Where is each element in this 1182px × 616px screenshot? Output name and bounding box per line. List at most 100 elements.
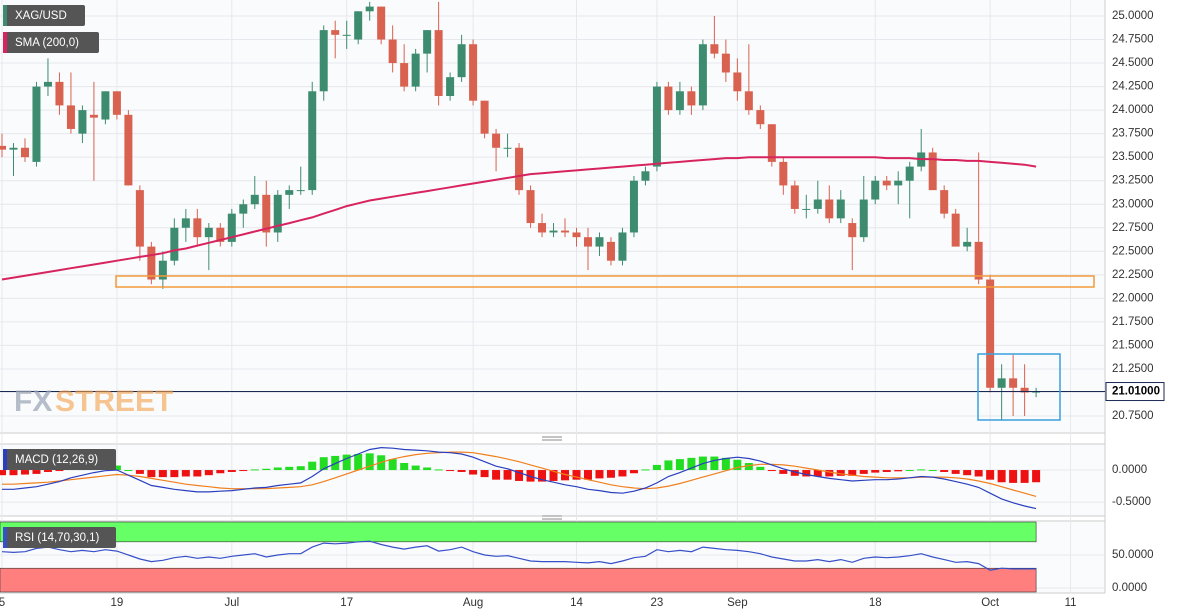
- candle-body: [181, 218, 190, 228]
- candle-body: [55, 81, 64, 106]
- candle-body: [974, 241, 983, 280]
- macd-histogram-bar: [273, 467, 282, 471]
- last-price-box: [1105, 382, 1165, 402]
- y-tick-label: 24.2500: [1112, 81, 1154, 93]
- legend-label: XAG/USD: [15, 10, 67, 22]
- candle-body: [78, 110, 87, 134]
- y-tick-label: 25.0000: [1112, 10, 1154, 22]
- macd-histogram-bar: [997, 470, 1006, 483]
- legend-macd: MACD (12,26,9): [3, 449, 116, 470]
- legend-label: MACD (12,26,9): [15, 454, 98, 466]
- macd-histogram-bar: [813, 470, 822, 477]
- candle-body: [43, 81, 52, 87]
- candle-body: [66, 105, 75, 129]
- candle-body: [170, 227, 179, 261]
- macd-histogram-bar: [733, 459, 742, 471]
- last-price-label: 21.01000: [1112, 386, 1160, 398]
- macd-histogram-bar: [9, 470, 18, 476]
- macd-histogram-bar: [181, 470, 190, 477]
- macd-histogram-bar: [308, 461, 317, 471]
- candle-body: [744, 91, 753, 111]
- macd-histogram-bar: [664, 460, 673, 471]
- legend-price: XAG/USD: [3, 5, 85, 26]
- candle-body: [296, 190, 305, 192]
- candle-body: [89, 114, 98, 118]
- support-zone: [115, 275, 1095, 288]
- macd-histogram-bar: [652, 464, 661, 471]
- macd-histogram-bar: [1032, 470, 1041, 483]
- macd-histogram-bar: [1009, 470, 1018, 483]
- macd-histogram-bar: [480, 470, 489, 478]
- resize-handle[interactable]: [542, 515, 562, 520]
- macd-histogram-bar: [112, 465, 121, 471]
- y-tick-label: 50.0000: [1112, 549, 1154, 561]
- x-tick-label: 5: [0, 597, 5, 609]
- macd-histogram-bar: [848, 470, 857, 476]
- macd-histogram-bar: [469, 470, 478, 475]
- y-tick-label: 23.5000: [1112, 151, 1154, 163]
- macd-histogram-bar: [434, 469, 443, 471]
- candle-body: [779, 161, 788, 186]
- macd-histogram-bar: [515, 470, 524, 481]
- macd-histogram-bar: [526, 470, 535, 482]
- highlight-box: [977, 353, 1061, 421]
- macd-histogram-bar: [400, 462, 409, 471]
- x-tick-label: 14: [570, 597, 583, 609]
- macd-histogram-bar: [135, 470, 144, 474]
- x-tick-label: 11: [1065, 597, 1077, 609]
- candle-body: [698, 44, 707, 106]
- x-tick-label: 23: [651, 597, 664, 609]
- macd-histogram-bar: [492, 470, 501, 480]
- candle-body: [147, 246, 156, 280]
- macd-histogram-bar: [285, 466, 294, 471]
- macd-histogram-bar: [0, 470, 6, 476]
- candle-body: [135, 190, 144, 247]
- candle-body: [825, 199, 834, 219]
- candle-body: [377, 6, 386, 40]
- candle-body: [158, 260, 167, 280]
- macd-histogram-bar: [963, 470, 972, 476]
- candle-body: [9, 147, 18, 150]
- candle-body: [583, 237, 592, 247]
- macd-histogram-bar: [170, 470, 179, 478]
- macd-histogram-bar: [262, 468, 271, 471]
- macd-histogram-bar: [767, 470, 776, 472]
- overbought-band: [0, 521, 1037, 543]
- candle-body: [124, 114, 133, 186]
- candle-body: [549, 230, 558, 233]
- macd-histogram-bar: [951, 470, 960, 474]
- macd-histogram-bar: [561, 470, 570, 481]
- macd-histogram-bar: [871, 470, 880, 473]
- candle-body: [1020, 387, 1029, 393]
- candle-body: [641, 171, 650, 181]
- y-tick-label: 24.0000: [1112, 104, 1154, 116]
- macd-histogram-bar: [147, 470, 156, 478]
- macd-histogram-bar: [457, 470, 466, 472]
- candle-body: [595, 237, 604, 247]
- macd-histogram-bar: [825, 470, 834, 477]
- macd-histogram-bar: [687, 457, 696, 471]
- candle-body: [503, 147, 512, 149]
- y-tick-label: 22.0000: [1112, 292, 1154, 304]
- macd-histogram-bar: [606, 470, 615, 478]
- macd-histogram-bar: [802, 470, 811, 477]
- candle-body: [882, 180, 891, 186]
- candle-body: [20, 147, 29, 158]
- legend-rsi: RSI (14,70,30,1): [3, 527, 116, 548]
- candle-body: [687, 91, 696, 106]
- x-tick-label: Jul: [224, 597, 239, 609]
- candle-body: [905, 166, 914, 181]
- candle-body: [331, 30, 340, 35]
- resize-handle[interactable]: [542, 436, 562, 441]
- candle-body: [848, 223, 857, 238]
- macd-histogram-bar: [641, 469, 650, 471]
- watermark: FX: [14, 385, 52, 418]
- candle-body: [285, 190, 294, 195]
- macd-histogram-bar: [779, 470, 788, 474]
- macd-histogram-bar: [859, 470, 868, 474]
- candle-body: [813, 199, 822, 209]
- candle-body: [250, 194, 259, 205]
- candle-body: [606, 241, 615, 261]
- candle-body: [434, 30, 443, 97]
- macd-histogram-bar: [411, 465, 420, 471]
